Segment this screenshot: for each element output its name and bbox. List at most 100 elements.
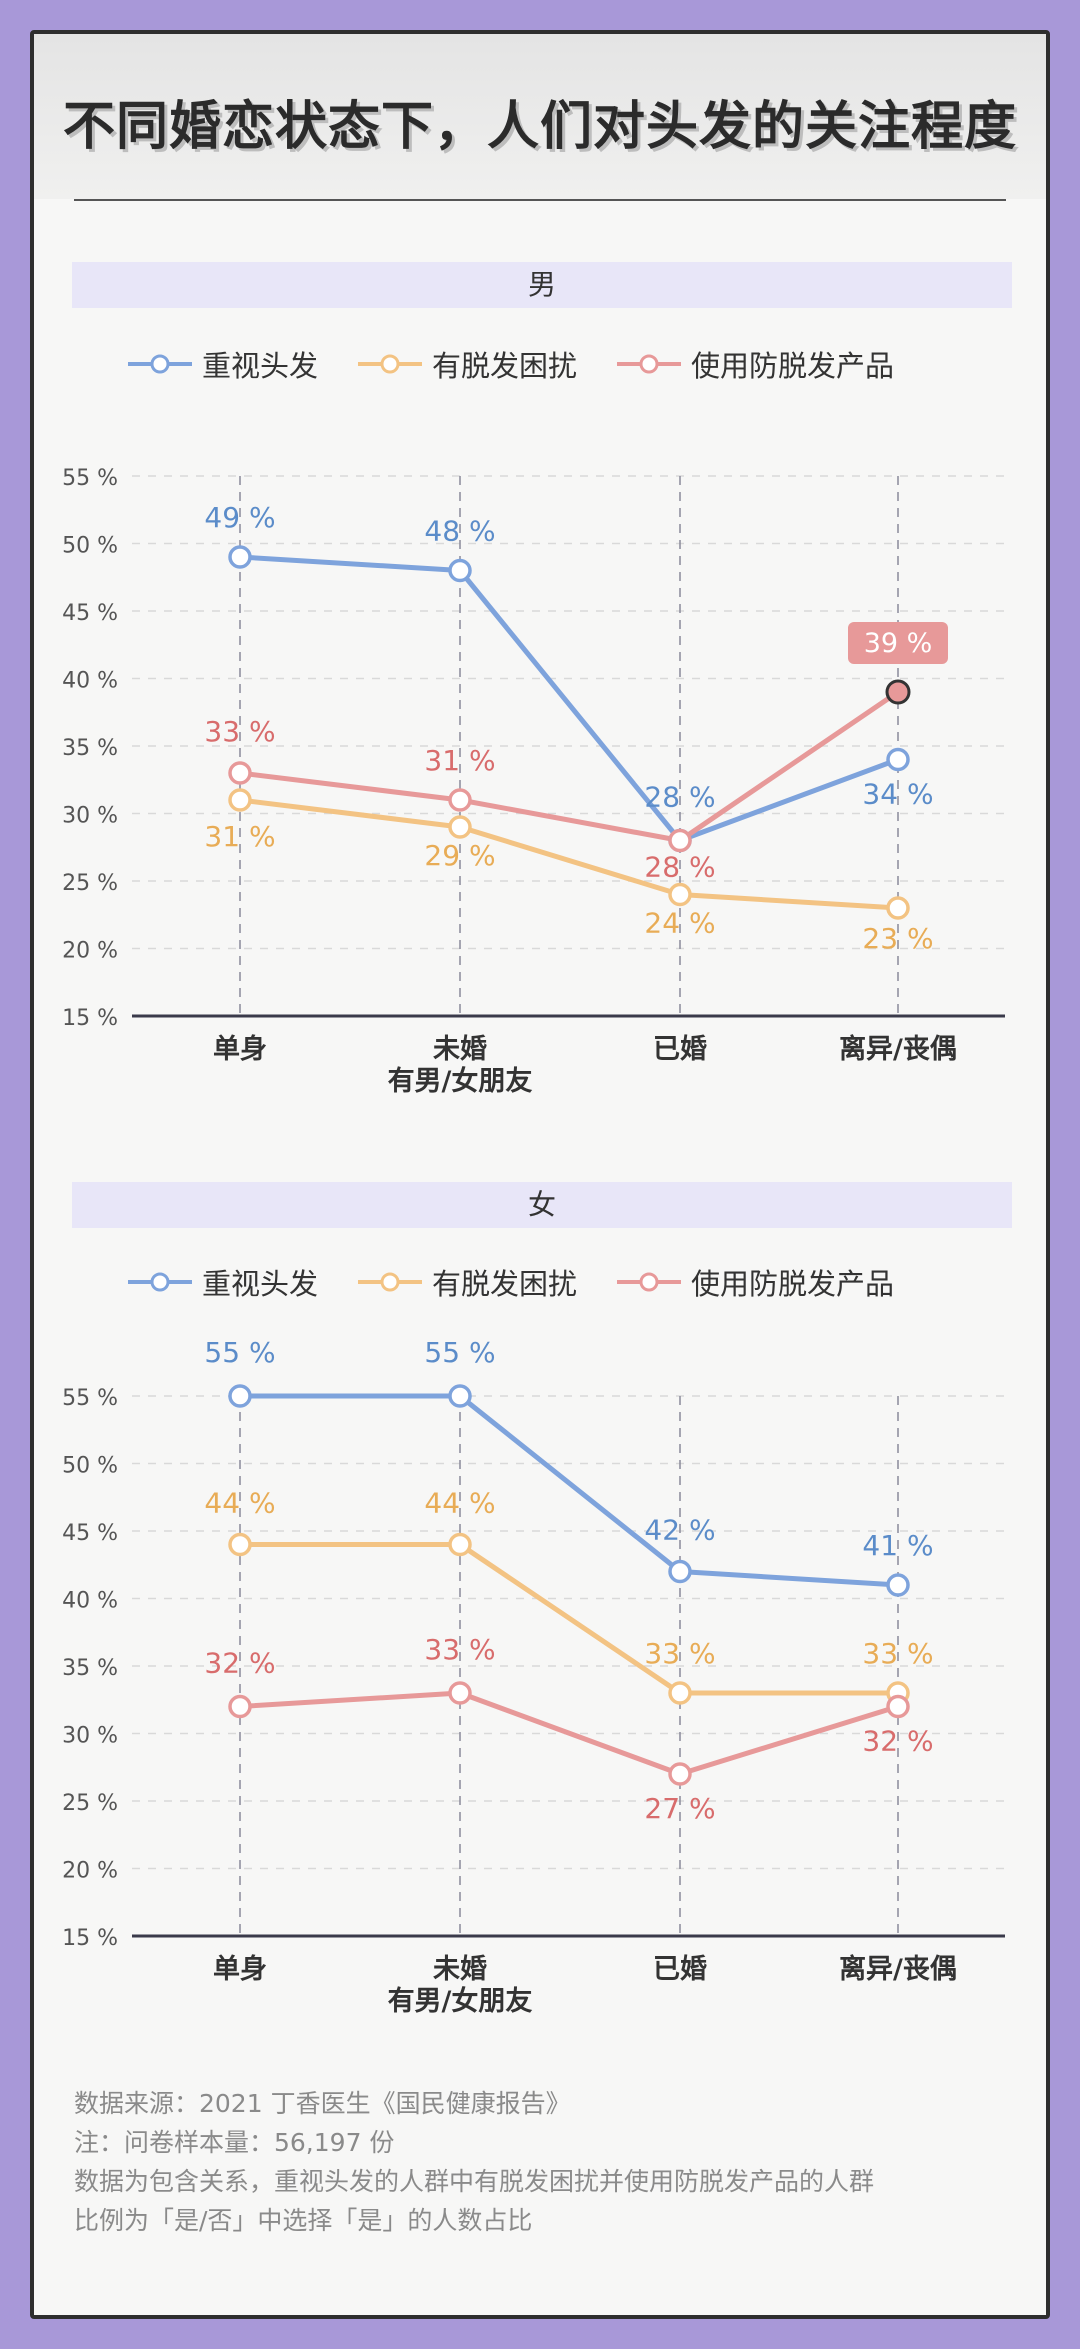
legend-item-importance: 重视头发 [128,343,318,385]
y-tick-label: 55 % [62,466,118,491]
data-point [448,558,472,583]
data-point [228,761,252,785]
data-point-highlight [885,679,911,705]
data-point [448,1681,472,1705]
data-point [228,788,252,812]
legend-male: 重视头发 有脱发困扰 使用防脱发产品 [128,344,934,384]
title-band: 不同婚恋状态下，人们对头发的关注程度 [34,34,1046,199]
legend-female: 重视头发 有脱发困扰 使用防脱发产品 [128,1262,934,1302]
y-tick-label: 20 % [62,939,118,964]
legend-label: 有脱发困扰 [432,349,578,383]
legend-label: 重视头发 [202,1267,319,1301]
data-label: 28 % [644,781,715,814]
series-line-3 [239,689,900,843]
data-point [886,747,910,772]
data-point [228,1384,252,1408]
data-point [448,1384,472,1408]
section-title-male: 男 [72,262,1012,308]
y-tick-label: 40 % [62,1589,118,1614]
legend-line-blue-icon [128,354,192,374]
legend-item-hairloss: 有脱发困扰 [358,1261,577,1303]
footnotes: 数据来源：2021 丁香医生《国民健康报告》 注：问卷样本量：56,197 份 … [74,2084,1034,2240]
footnote-note-line2: 比例为「是/否」中选择「是」的人数占比 [74,2206,533,2235]
x-tick-label: 有男/女朋友 [388,1065,533,1097]
legend-line-red-icon [617,354,682,374]
page-title: 不同婚恋状态下，人们对头发的关注程度 [62,97,1017,157]
legend-label: 重视头发 [202,349,319,383]
data-label: 27 % [644,1792,715,1825]
y-tick-label: 20 % [62,1859,118,1884]
data-point [228,1532,252,1557]
data-label: 33 % [424,1633,495,1666]
data-label-badge [848,622,948,664]
legend-line-blue-icon [128,1272,192,1292]
data-label: 32 % [862,1725,933,1758]
legend-line-orange-icon [358,354,423,374]
data-label: 33 % [644,1637,715,1670]
data-point [668,1559,692,1584]
footnote-note-line1: 数据为包含关系，重视头发的人群中有脱发困扰并使用防脱发产品的人群 [74,2167,875,2196]
data-point [228,545,252,569]
y-tick-label: 25 % [62,871,118,896]
footnote-sample: 注：问卷样本量：56,197 份 [74,2128,395,2157]
y-tick-label: 30 % [62,804,118,829]
line-chart-female: 15 % 20 % 25 % 30 % 35 % 40 % 45 % 50 % 55 % 单身 未婚… [62,1340,1005,2017]
data-label: 24 % [644,907,715,940]
data-point [886,1573,910,1597]
series-line-2 [240,1542,898,1696]
series-line-3 [239,1690,899,1777]
x-tick-label: 离异/丧偶 [839,1033,957,1065]
series-line-2 [239,797,899,911]
legend-label: 使用防脱发产品 [691,349,895,383]
x-tick-label: 已婚 [653,1034,707,1065]
y-tick-label: 30 % [62,1724,118,1749]
y-tick-label: 40 % [62,669,118,694]
data-label: 49 % [204,501,275,534]
legend-item-products: 使用防脱发产品 [617,343,894,385]
data-label: 39 % [864,628,933,659]
data-label: 31 % [424,744,495,777]
legend-label: 使用防脱发产品 [691,1267,895,1301]
x-tick-label: 离异/丧偶 [839,1953,957,1985]
data-label: 23 % [862,922,933,955]
data-label: 55 % [424,1340,495,1369]
data-label: 31 % [204,820,275,853]
series-line-1 [239,554,899,843]
y-tick-label: 15 % [62,1006,118,1031]
data-point [228,1694,252,1719]
y-tick-label: 45 % [62,601,118,626]
data-point [668,828,692,853]
data-label: 34 % [862,778,933,811]
data-point [448,788,472,812]
y-tick-label: 50 % [62,534,118,559]
data-point [668,1681,692,1705]
x-tick-label: 单身 [213,1953,267,1985]
data-label: 28 % [644,851,715,884]
x-tick-label: 有男/女朋友 [388,1985,533,2017]
data-point [886,896,910,920]
data-point [448,1532,472,1557]
legend-label: 有脱发困扰 [432,1267,578,1301]
data-label: 55 % [204,1340,275,1369]
y-tick-label: 35 % [62,736,118,761]
y-tick-label: 15 % [62,1926,118,1951]
data-label: 48 % [424,515,495,548]
data-point [886,1694,910,1719]
y-tick-label: 35 % [62,1656,118,1681]
x-tick-label: 单身 [213,1033,267,1065]
x-tick-label: 已婚 [653,1954,707,1985]
legend-line-red-icon [617,1272,682,1292]
y-tick-label: 50 % [62,1454,118,1479]
data-point [448,815,472,839]
x-tick-label: 未婚 [433,1034,487,1065]
line-chart-male: 15 % 20 % 25 % 30 % 35 % 40 % 45 % 50 % 55 % 单身 未婚… [62,466,1005,1097]
data-label: 44 % [204,1487,275,1520]
y-tick-label: 25 % [62,1791,118,1816]
data-label: 33 % [204,715,275,748]
data-label: 42 % [644,1514,715,1547]
footnote-source: 数据来源：2021 丁香医生《国民健康报告》 [74,2089,571,2118]
data-label: 33 % [862,1637,933,1670]
legend-item-importance: 重视头发 [128,1261,318,1303]
data-label: 29 % [424,839,495,872]
y-tick-label: 45 % [62,1521,118,1546]
